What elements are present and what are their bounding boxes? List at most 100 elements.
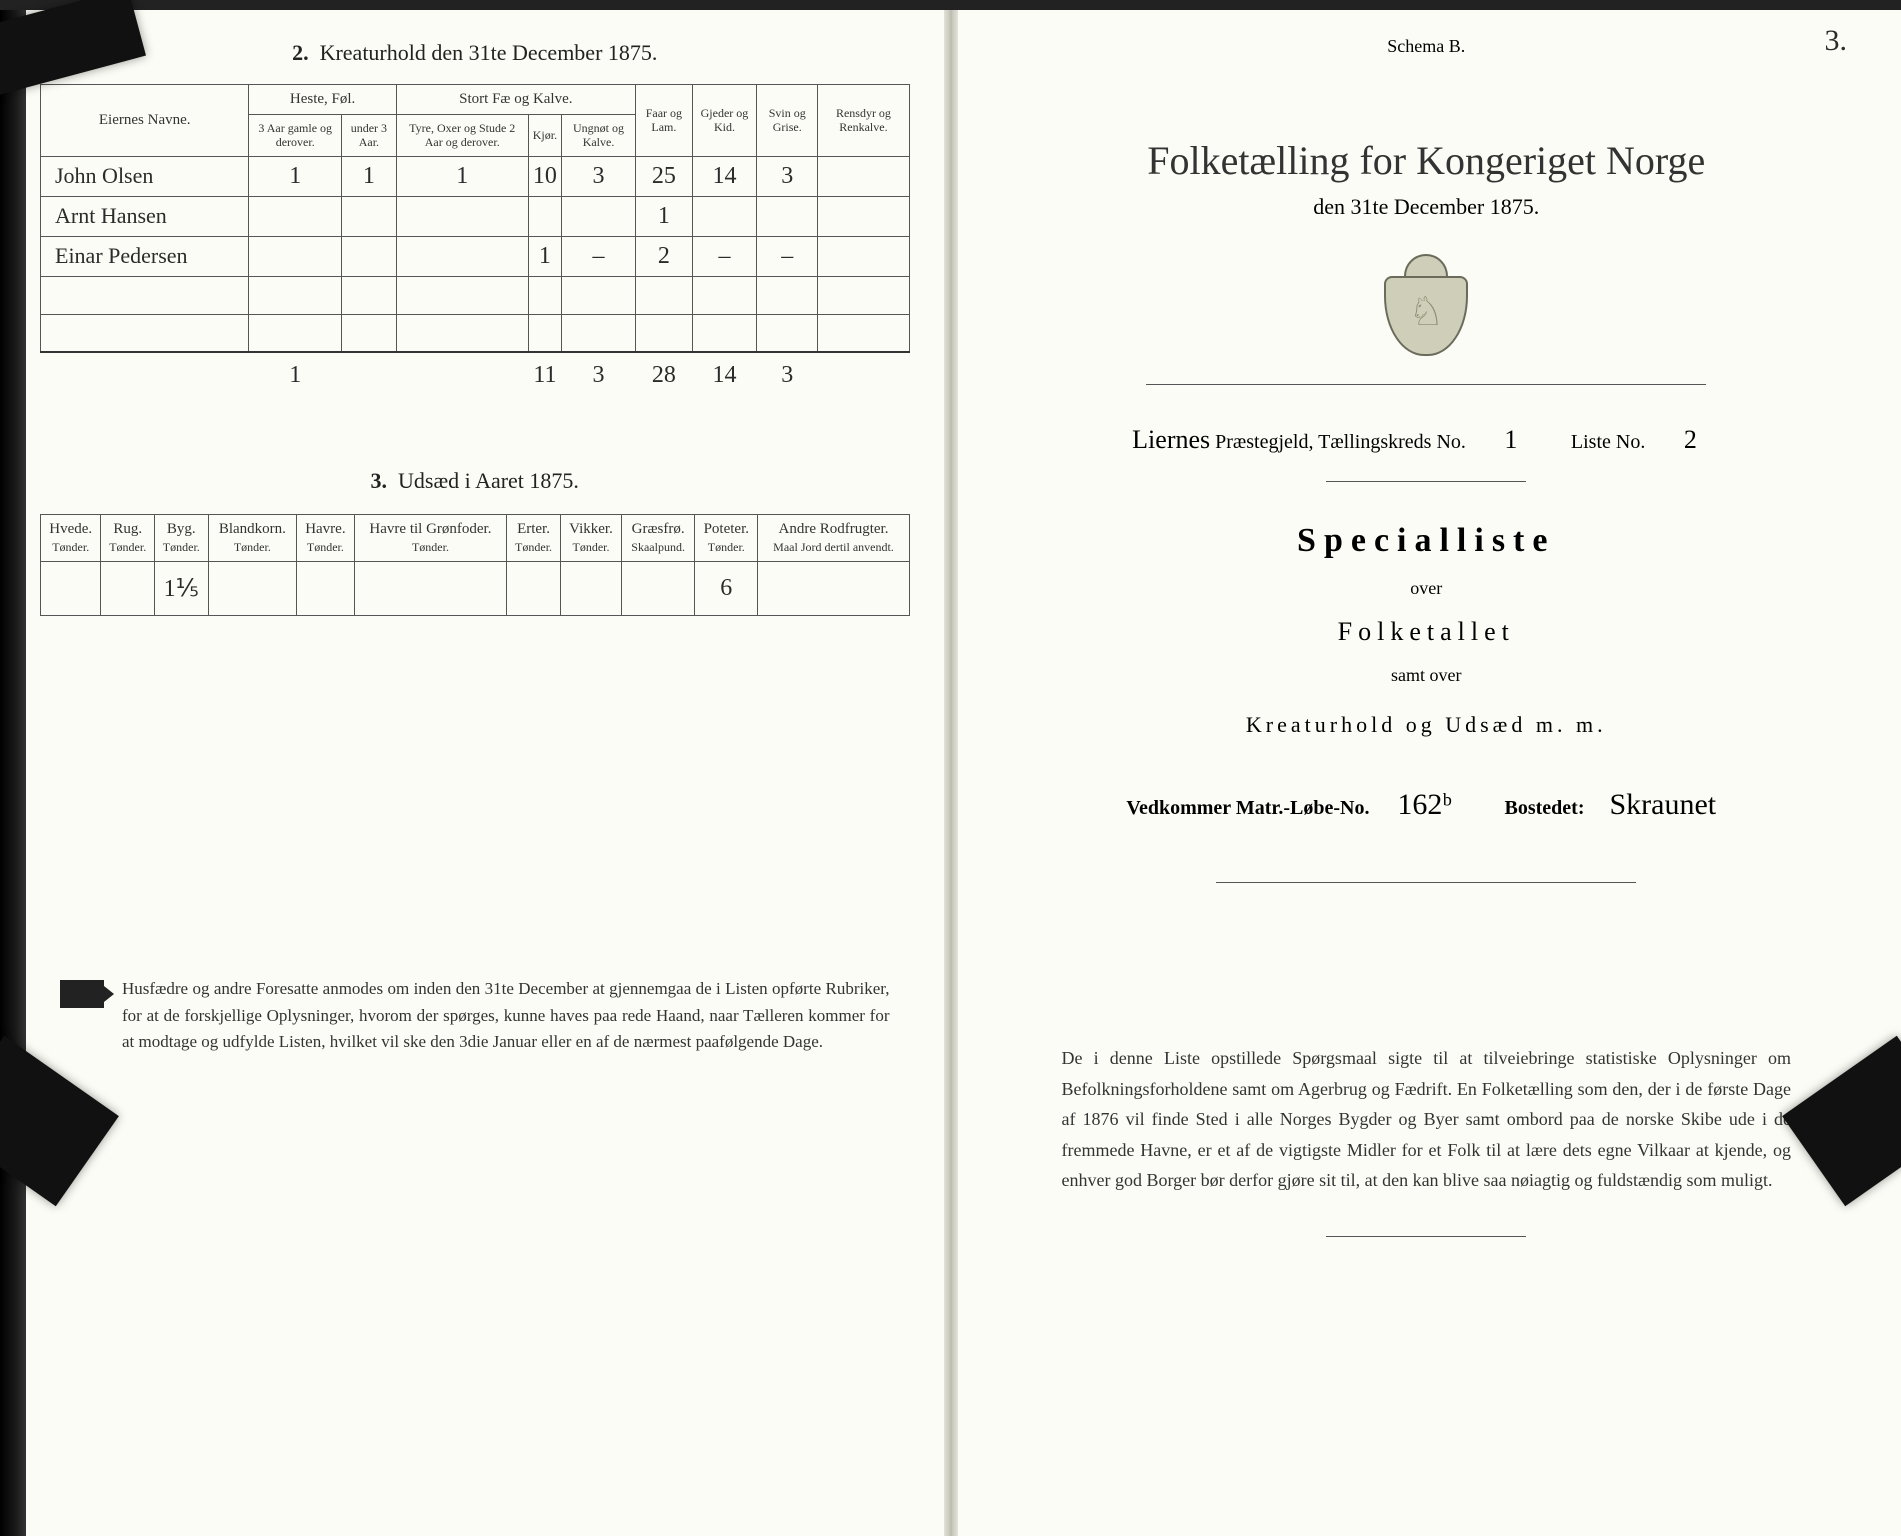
t3-cell: 1⅕: [155, 562, 209, 616]
cell-value: 1: [363, 163, 375, 189]
liste-label: Liste No.: [1571, 431, 1645, 453]
pointing-hand-icon: [60, 980, 104, 1008]
section3-title: 3. Udsæd i Aaret 1875.: [40, 468, 910, 494]
t3-cell: [41, 562, 101, 616]
intro-paragraph: De i denne Liste opstillede Spørgsmaal s…: [1062, 1043, 1792, 1196]
footnote: Husfædre og andre Foresatte anmodes om i…: [40, 976, 910, 1055]
col-cattle-bulls: Tyre, Oxer og Stude 2 Aar og derover.: [396, 115, 528, 157]
cell-value: 6: [720, 575, 732, 601]
cell-value: 3: [593, 163, 605, 189]
col-horses: Heste, Føl.: [249, 85, 396, 115]
t3-col: Havre.Tønder.: [297, 515, 355, 562]
page-gutter: [944, 0, 958, 1536]
district-line: Liernes Præstegjeld, Tællingskreds No. 1…: [992, 425, 1862, 455]
section3-number: 3.: [371, 468, 388, 493]
schema-label: Schema B.: [992, 36, 1862, 57]
owner-name: Arnt Hansen: [55, 203, 167, 228]
total-value: 3: [593, 362, 605, 388]
col-horses-old: 3 Aar gamle og derover.: [249, 115, 342, 157]
bosted-value: Skraunet: [1599, 788, 1726, 822]
page-number: 3.: [1825, 24, 1848, 58]
rule: [1216, 882, 1636, 883]
cell-value: 14: [712, 163, 736, 189]
table-row: John Olsen 1 1 1 10 3 25 14 3: [41, 156, 910, 196]
t3-cell: [758, 562, 909, 616]
t3-col: Rug.Tønder.: [101, 515, 155, 562]
t3-col: Blandkorn.Tønder.: [208, 515, 297, 562]
section2-heading: Kreaturhold den 31te December 1875.: [320, 40, 658, 65]
table-row: [41, 314, 910, 352]
col-goats: Gjeder og Kid.: [692, 85, 756, 157]
sowing-table: Hvede.Tønder.Rug.Tønder.Byg.Tønder.Bland…: [40, 514, 910, 616]
col-horses-young: under 3 Aar.: [342, 115, 397, 157]
totals-row: 111328143: [41, 352, 910, 398]
t3-cell: 6: [695, 562, 758, 616]
cell-value: 10: [533, 163, 557, 189]
cell-value: 3: [781, 163, 793, 189]
t3-col: Erter.Tønder.: [507, 515, 561, 562]
census-title: Folketælling for Kongeriget Norge: [992, 137, 1862, 184]
t3-cell: [354, 562, 507, 616]
parish-name: Liernes: [1132, 425, 1210, 455]
col-reindeer: Rensdyr og Renkalve.: [818, 85, 909, 157]
footnote-text: Husfædre og andre Foresatte anmodes om i…: [122, 976, 890, 1055]
t3-col: Græsfrø.Skaalpund.: [622, 515, 695, 562]
cell-value: 1: [658, 203, 670, 229]
t3-col: Hvede.Tønder.: [41, 515, 101, 562]
matr-label: Vedkommer Matr.-Løbe-No.: [1126, 797, 1369, 819]
cell-value: 1⅕: [164, 576, 199, 602]
t3-col: Poteter.Tønder.: [695, 515, 758, 562]
t3-cell: [101, 562, 155, 616]
total-value: 1: [289, 362, 301, 388]
total-value: 3: [781, 362, 793, 388]
owner-name: John Olsen: [55, 163, 153, 188]
col-owners: Eiernes Navne.: [41, 85, 249, 157]
cell-value: 25: [652, 163, 676, 189]
cell-value: –: [781, 243, 793, 269]
table-row: Einar Pedersen1–2––: [41, 236, 910, 276]
specialliste-heading: Specialliste: [992, 522, 1862, 560]
section2-title: 2. Kreaturhold den 31te December 1875.: [40, 40, 910, 66]
binding-edge: [0, 0, 26, 1536]
t3-col: Havre til Grønfoder.Tønder.: [354, 515, 507, 562]
matr-line: Vedkommer Matr.-Løbe-No. 162ᵇ Bostedet: …: [992, 788, 1862, 822]
rule: [1326, 1236, 1526, 1237]
cell-value: –: [718, 243, 730, 269]
total-value: 14: [712, 362, 736, 388]
table-row: [41, 276, 910, 314]
left-page: 2. Kreaturhold den 31te December 1875. E…: [0, 0, 952, 1536]
section2-number: 2.: [292, 40, 309, 65]
t3-cell: [208, 562, 297, 616]
rule: [1326, 481, 1526, 482]
col-cattle: Stort Fæ og Kalve.: [396, 85, 635, 115]
t3-col: Andre Rodfrugter.Maal Jord dertil anvend…: [758, 515, 909, 562]
livestock-table: Eiernes Navne. Heste, Føl. Stort Fæ og K…: [40, 84, 910, 398]
kreds-no: 1: [1481, 425, 1541, 455]
census-date: den 31te December 1875.: [992, 194, 1862, 220]
liste-no: 2: [1660, 425, 1720, 455]
t3-cell: [297, 562, 355, 616]
over-label: over: [992, 578, 1862, 599]
col-cattle-calves: Ungnøt og Kalve.: [562, 115, 636, 157]
parish-label: Præstegjeld, Tællingskreds No.: [1215, 431, 1466, 453]
coat-of-arms-icon: ♘: [1384, 254, 1468, 358]
cell-value: 1: [456, 163, 468, 189]
t3-col: Vikker.Tønder.: [560, 515, 621, 562]
col-cattle-cows: Kjør.: [528, 115, 561, 157]
rule: [1146, 384, 1706, 385]
cell-value: 2: [658, 243, 670, 269]
folketallet-label: Folketallet: [992, 617, 1862, 647]
samt-label: samt over: [992, 665, 1862, 686]
cell-value: 1: [539, 243, 551, 269]
total-value: 28: [652, 362, 676, 388]
right-page: Schema B. 3. Folketælling for Kongeriget…: [952, 0, 1901, 1536]
col-sheep: Faar og Lam.: [635, 85, 692, 157]
table-row: Arnt Hansen 1: [41, 196, 910, 236]
owner-name: Einar Pedersen: [55, 243, 188, 268]
section3-heading: Udsæd i Aaret 1875.: [398, 468, 579, 493]
t3-cell: [560, 562, 621, 616]
book-spread: 2. Kreaturhold den 31te December 1875. E…: [0, 0, 1901, 1536]
top-edge: [0, 0, 1901, 10]
col-pigs: Svin og Grise.: [757, 85, 818, 157]
cell-value: 1: [289, 163, 301, 189]
